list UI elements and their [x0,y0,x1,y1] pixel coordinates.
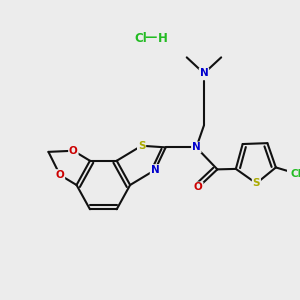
Text: Cl: Cl [134,32,147,44]
Text: —: — [144,32,156,44]
Text: N: N [200,68,208,78]
Text: O: O [194,182,203,192]
Text: S: S [138,141,145,151]
Text: N: N [151,165,159,175]
Text: H: H [158,32,168,44]
Text: N: N [192,142,201,152]
Text: Cl: Cl [290,169,300,178]
Text: O: O [56,170,64,180]
Text: O: O [69,146,78,156]
Text: S: S [253,178,260,188]
